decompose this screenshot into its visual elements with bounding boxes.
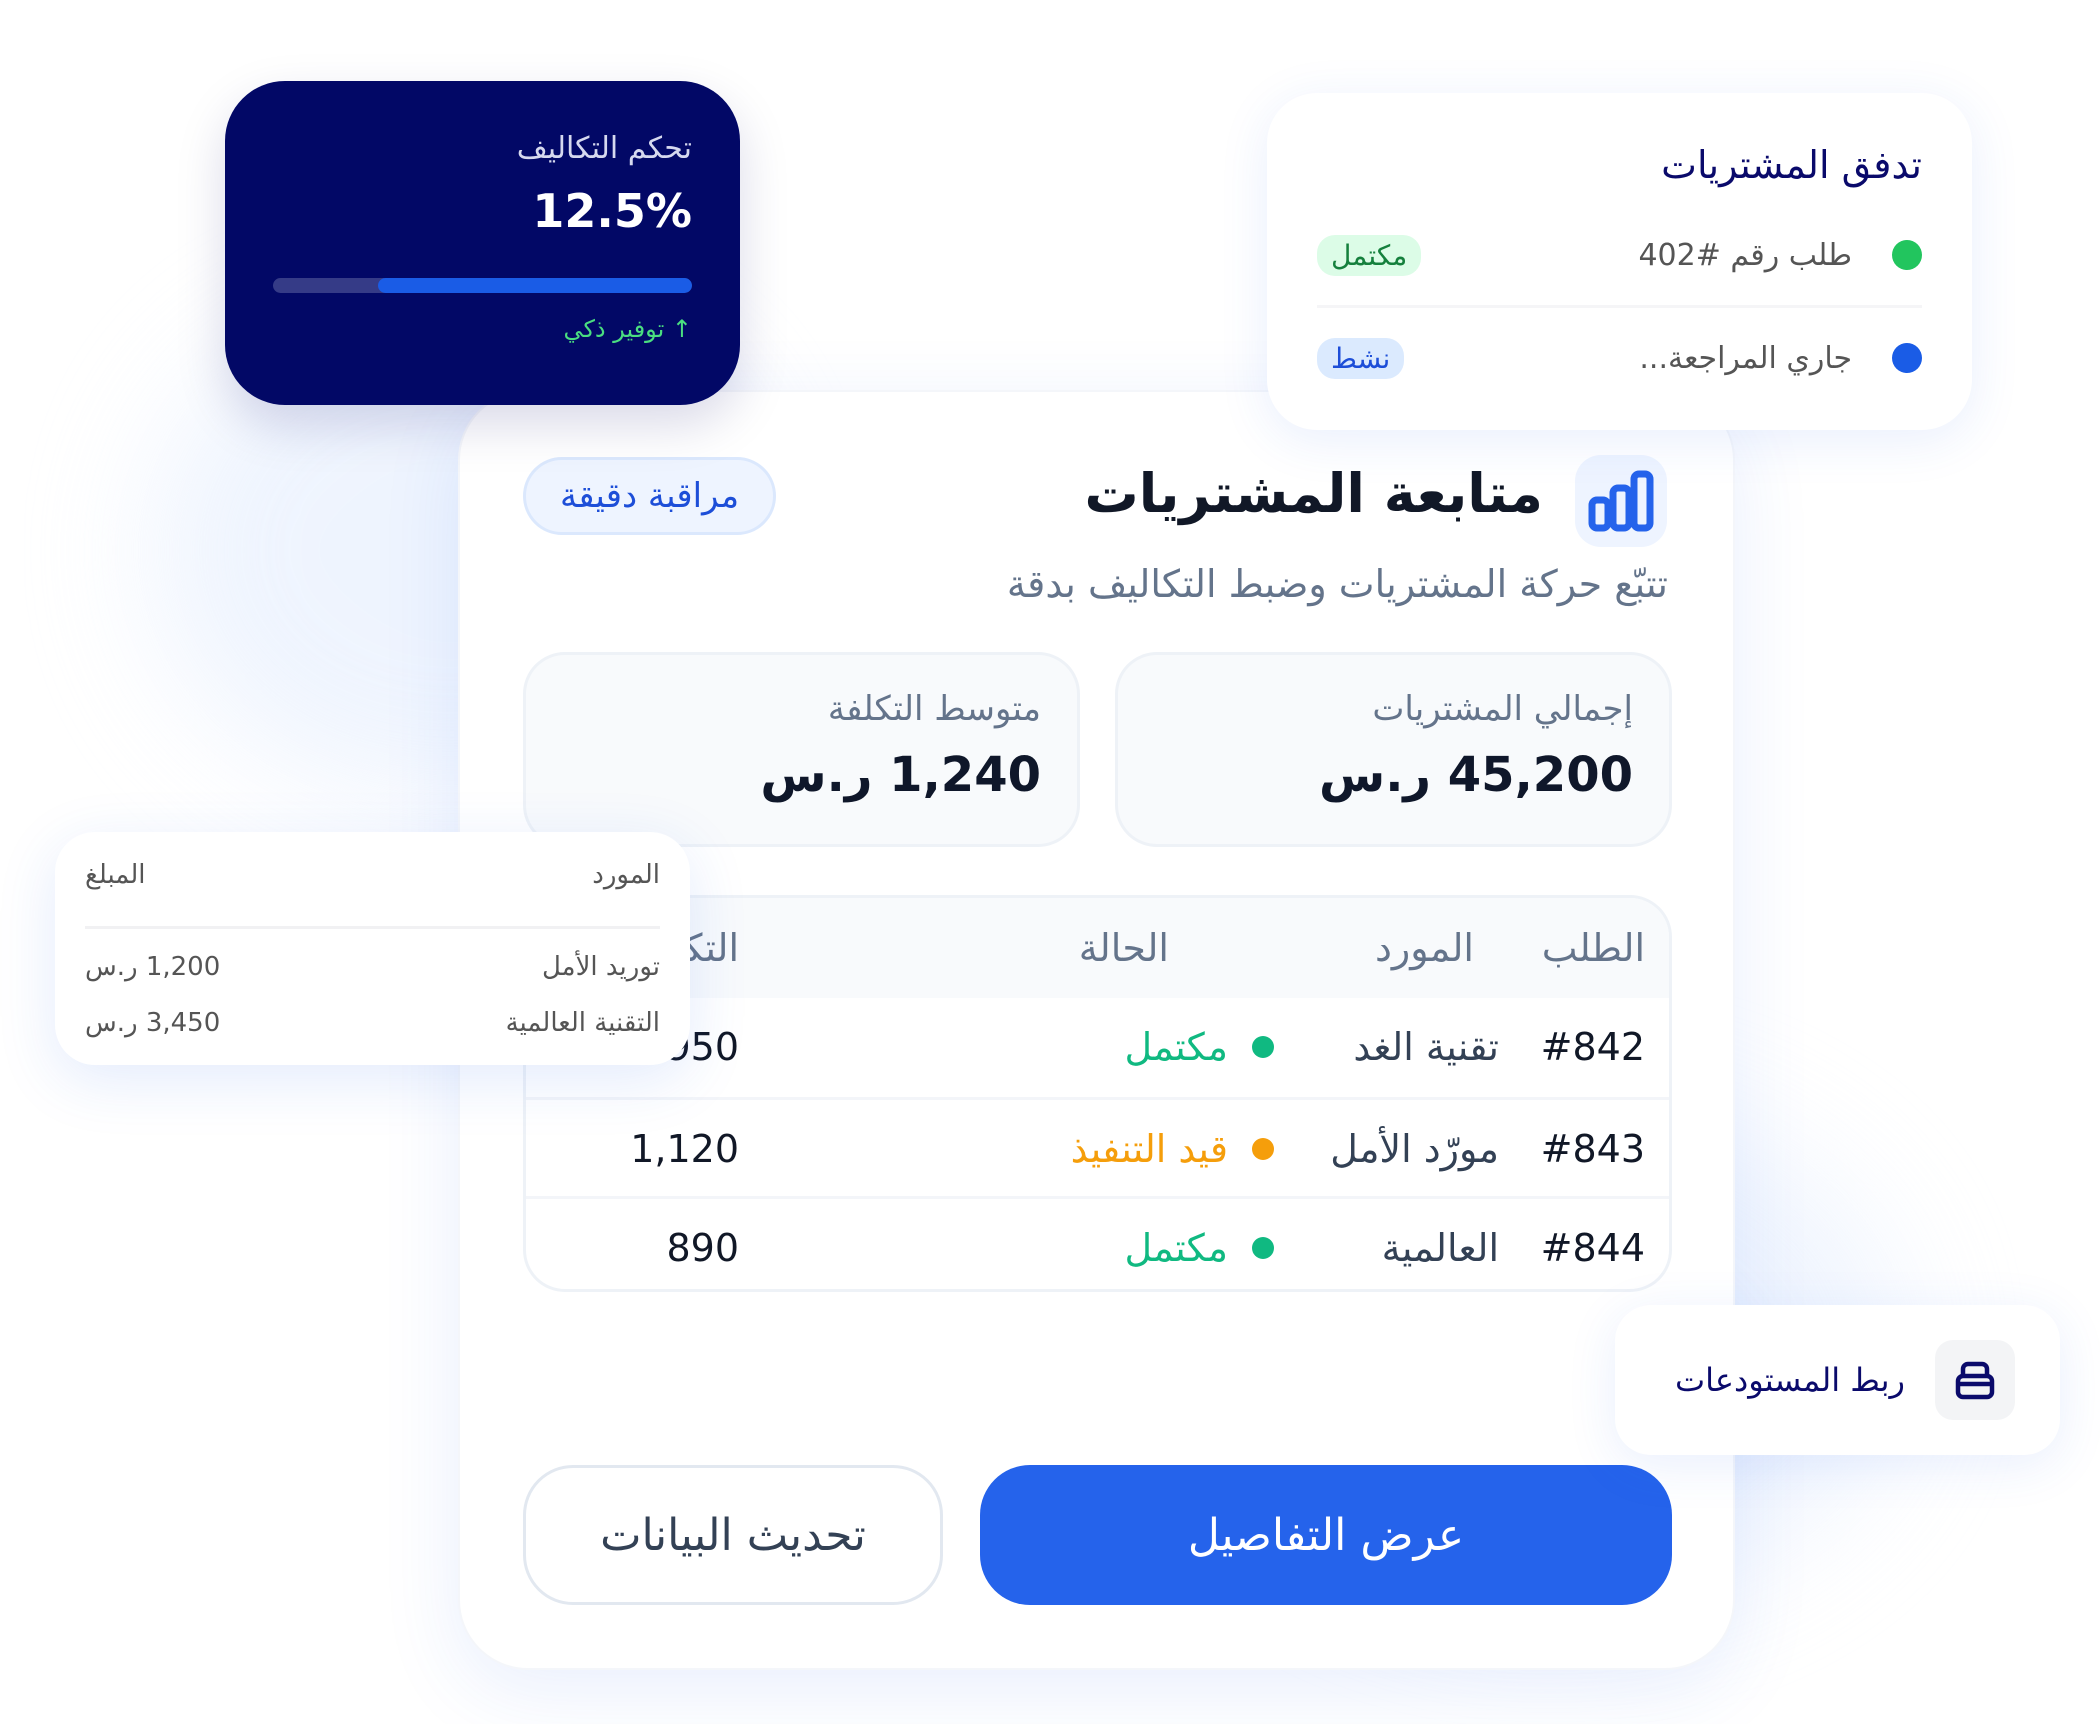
page-title: متابعة المشتريات bbox=[1084, 462, 1543, 525]
table-row[interactable]: #843 مورّد الأمل قيد التنفيذ 1,120 bbox=[526, 1097, 1669, 1198]
supplier-name: تقنية الغد bbox=[1353, 1025, 1499, 1069]
table-header: الطلب المورد الحالة التكلفة bbox=[526, 898, 1669, 998]
supplier-name: العالمية bbox=[1381, 1226, 1499, 1270]
smart-saving-note: ↑ توفير ذكي bbox=[563, 315, 692, 343]
status-dot bbox=[1892, 240, 1922, 270]
savings-progress-bar bbox=[273, 278, 692, 293]
status-dot bbox=[1252, 1036, 1274, 1058]
subtitle: تتبّع حركة المشتريات وضبط التكاليف بدقة bbox=[1006, 562, 1668, 606]
flow-item: طلب رقم #402 مكتمل bbox=[1317, 205, 1922, 305]
stat-total-purchases: إجمالي المشتريات 45,200 ر.س bbox=[1115, 652, 1672, 847]
popup-row: توريد الأمل 1,200 ر.س bbox=[85, 939, 660, 995]
monitoring-badge: مراقبة دقيقة bbox=[523, 457, 777, 535]
popup-amount: 1,200 ر.س bbox=[85, 952, 221, 982]
table-row[interactable]: #842 تقنية الغد مكتمل 950 bbox=[526, 998, 1669, 1096]
supplier-amount-popup: المورد المبلغ توريد الأمل 1,200 ر.س التقني… bbox=[55, 832, 690, 1065]
popup-header-amount: المبلغ bbox=[85, 860, 146, 890]
status-dot bbox=[1252, 1237, 1274, 1259]
status-label: مكتمل bbox=[1124, 1025, 1228, 1069]
warehouse-label: ربط المستودعات bbox=[1675, 1361, 1905, 1399]
stat-value: 45,200 ر.س bbox=[1318, 747, 1633, 803]
link-warehouses-button[interactable]: ربط المستودعات bbox=[1615, 1305, 2060, 1455]
cost-title: تحكم التكاليف bbox=[516, 131, 692, 166]
popup-supplier: توريد الأمل bbox=[541, 952, 660, 982]
supplier-name: مورّد الأمل bbox=[1330, 1127, 1499, 1171]
cost-value: 12.5% bbox=[532, 184, 692, 238]
cost-value: 1,120 bbox=[630, 1127, 739, 1171]
storage-box-icon bbox=[1935, 1340, 2015, 1420]
header-status: الحالة bbox=[1078, 926, 1169, 970]
view-details-button[interactable]: عرض التفاصيل bbox=[980, 1465, 1672, 1605]
popup-row: التقنية العالمية 3,450 ر.س bbox=[85, 995, 660, 1051]
progress-fill bbox=[377, 278, 692, 293]
status: قيد التنفيذ bbox=[1071, 1100, 1274, 1198]
order-id: #844 bbox=[1540, 1226, 1645, 1270]
refresh-data-button[interactable]: تحديث البيانات bbox=[523, 1465, 943, 1605]
status: مكتمل bbox=[1124, 1199, 1274, 1289]
stat-label: إجمالي المشتريات bbox=[1372, 689, 1633, 729]
header-supplier: المورد bbox=[1374, 926, 1474, 970]
order-id: #842 bbox=[1540, 1025, 1645, 1069]
flow-title: تدفق المشتريات bbox=[1661, 143, 1922, 187]
popup-header-supplier: المورد bbox=[592, 860, 660, 890]
status-label: قيد التنفيذ bbox=[1070, 1127, 1228, 1171]
header-order: الطلب bbox=[1541, 926, 1645, 970]
stat-average-cost: متوسط التكلفة 1,240 ر.س bbox=[523, 652, 1080, 847]
status-dot bbox=[1892, 343, 1922, 373]
popup-header: المورد المبلغ bbox=[85, 860, 660, 929]
flow-item-text: جاري المراجعة... bbox=[1639, 340, 1852, 376]
cost-control-card: تحكم التكاليف 12.5% ↑ توفير ذكي bbox=[225, 81, 740, 405]
cost-value: 890 bbox=[666, 1226, 739, 1270]
bar-chart-icon bbox=[1575, 455, 1667, 547]
status-label: مكتمل bbox=[1124, 1226, 1228, 1270]
status: مكتمل bbox=[1124, 998, 1274, 1096]
status-badge: نشط bbox=[1317, 337, 1405, 379]
stat-value: 1,240 ر.س bbox=[760, 747, 1041, 803]
popup-amount: 3,450 ر.س bbox=[85, 1008, 221, 1038]
flow-item: جاري المراجعة... نشط bbox=[1317, 305, 1922, 408]
status-dot bbox=[1252, 1138, 1274, 1160]
orders-table: الطلب المورد الحالة التكلفة #842 تقنية ا… bbox=[523, 895, 1672, 1292]
procurement-flow-card: تدفق المشتريات طلب رقم #402 مكتمل جاري ا… bbox=[1267, 93, 1972, 430]
popup-supplier: التقنية العالمية bbox=[505, 1008, 660, 1038]
table-row[interactable]: #844 العالمية مكتمل 890 bbox=[526, 1196, 1669, 1289]
stat-label: متوسط التكلفة bbox=[827, 689, 1041, 729]
order-id: #843 bbox=[1540, 1127, 1645, 1171]
status-badge: مكتمل bbox=[1317, 234, 1422, 276]
flow-item-text: طلب رقم #402 bbox=[1638, 237, 1852, 273]
